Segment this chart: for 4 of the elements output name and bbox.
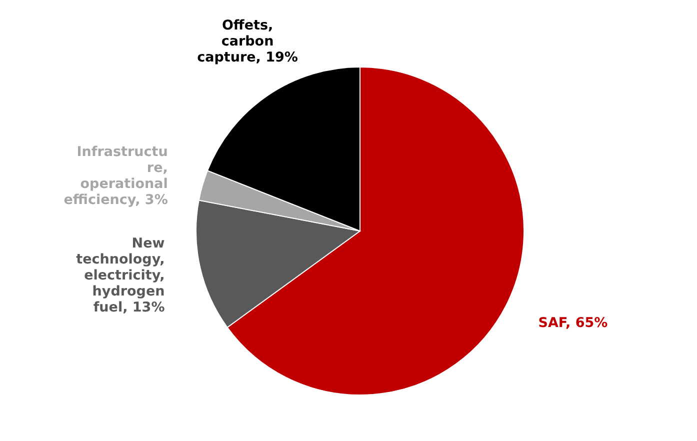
slice-label: SAF, 65% [538, 314, 608, 331]
slice-label: New technology, electricity, hydrogen fuel, 13% [76, 236, 166, 316]
slice-label: Offets, carbon capture, 19% [197, 18, 298, 66]
slice-label: Infrastructure, operational efficiency, 3% [64, 144, 168, 208]
